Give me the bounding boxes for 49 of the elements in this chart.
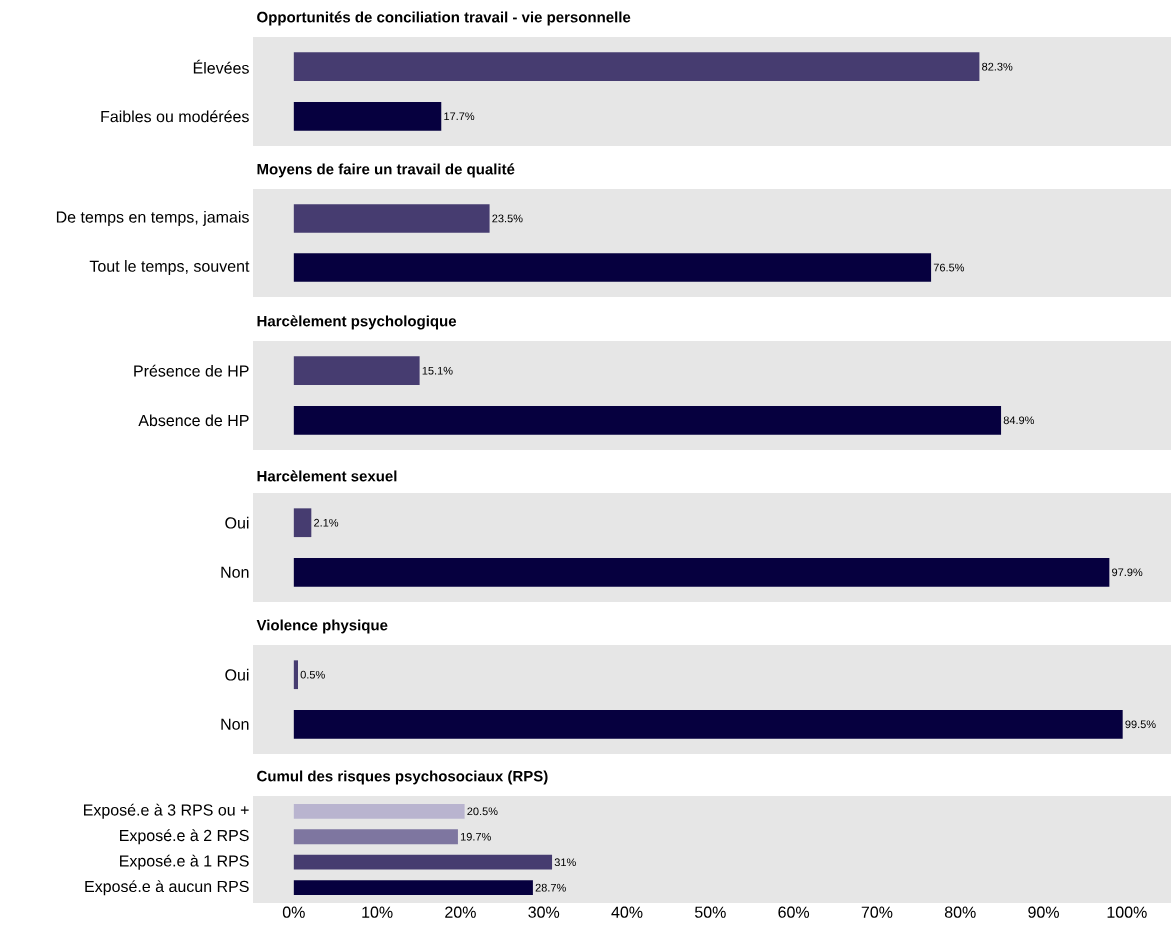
bar xyxy=(293,880,533,896)
data-label: 84.9% xyxy=(1003,416,1035,425)
y-tick-label: De temps en temps, jamais xyxy=(56,210,249,226)
chart-title: Harcèlement sexuel xyxy=(257,470,397,482)
data-label: 17.7% xyxy=(444,112,475,121)
y-tick-label: Absence de HP xyxy=(138,414,249,427)
y-tick-label: Exposé.e à 2 RPS xyxy=(120,829,249,845)
data-label: 15.1% xyxy=(422,366,453,375)
bar xyxy=(293,854,553,870)
data-label: 23.5% xyxy=(492,214,523,223)
x-tick-label: 90% xyxy=(1028,906,1059,918)
data-label: 2.1% xyxy=(314,518,339,527)
y-tick-label: Élevées xyxy=(193,59,249,74)
x-tick-label: 40% xyxy=(611,906,643,918)
bar xyxy=(293,803,465,819)
x-tick-label: 10% xyxy=(362,906,393,918)
data-label: 19.7% xyxy=(460,832,491,841)
y-tick-label: Oui xyxy=(225,668,249,681)
data-label: 0.5% xyxy=(300,670,325,679)
y-tick-label: Tout le temps, souvent xyxy=(89,260,250,275)
data-label: 97.9% xyxy=(1112,568,1143,577)
x-tick-label: 20% xyxy=(445,906,476,918)
y-tick-label: Faibles ou modérées xyxy=(101,110,249,123)
bar xyxy=(293,829,458,845)
y-tick-label: Présence de HP xyxy=(134,364,249,377)
x-tick-label: 50% xyxy=(694,906,726,918)
chart-title: Cumul des risques psychosociaux (RPS) xyxy=(257,770,548,785)
y-tick-label: Exposé.e à 1 RPS xyxy=(120,854,249,870)
data-label: 28.7% xyxy=(535,883,566,892)
y-tick-label: Exposé.e à aucun RPS xyxy=(85,880,249,896)
data-label: 99.5% xyxy=(1125,720,1156,729)
chart-title: Moyens de faire un travail de qualité xyxy=(257,163,515,178)
data-label: 76.5% xyxy=(933,263,965,272)
x-tick-label: 30% xyxy=(528,906,560,918)
x-tick-label: 60% xyxy=(778,906,810,918)
chart-title: Harcèlement psychologique xyxy=(257,315,457,330)
y-tick-label: Non xyxy=(221,566,249,578)
data-label: 20.5% xyxy=(467,807,498,816)
x-tick-label: 80% xyxy=(944,906,976,918)
x-tick-label: 0% xyxy=(282,906,305,918)
data-label: 82.3% xyxy=(982,62,1013,71)
data-label: 31% xyxy=(554,858,576,867)
chart-title: Violence physique xyxy=(256,619,388,634)
x-tick-label: 100% xyxy=(1107,906,1147,918)
y-tick-label: Exposé.e à 3 RPS ou + xyxy=(84,803,249,819)
y-tick-label: Non xyxy=(221,718,249,730)
y-tick-label: Oui xyxy=(225,516,249,529)
chart-title: Opportunités de conciliation travail - vie personnelle xyxy=(257,11,631,26)
x-tick-label: 70% xyxy=(861,906,893,918)
